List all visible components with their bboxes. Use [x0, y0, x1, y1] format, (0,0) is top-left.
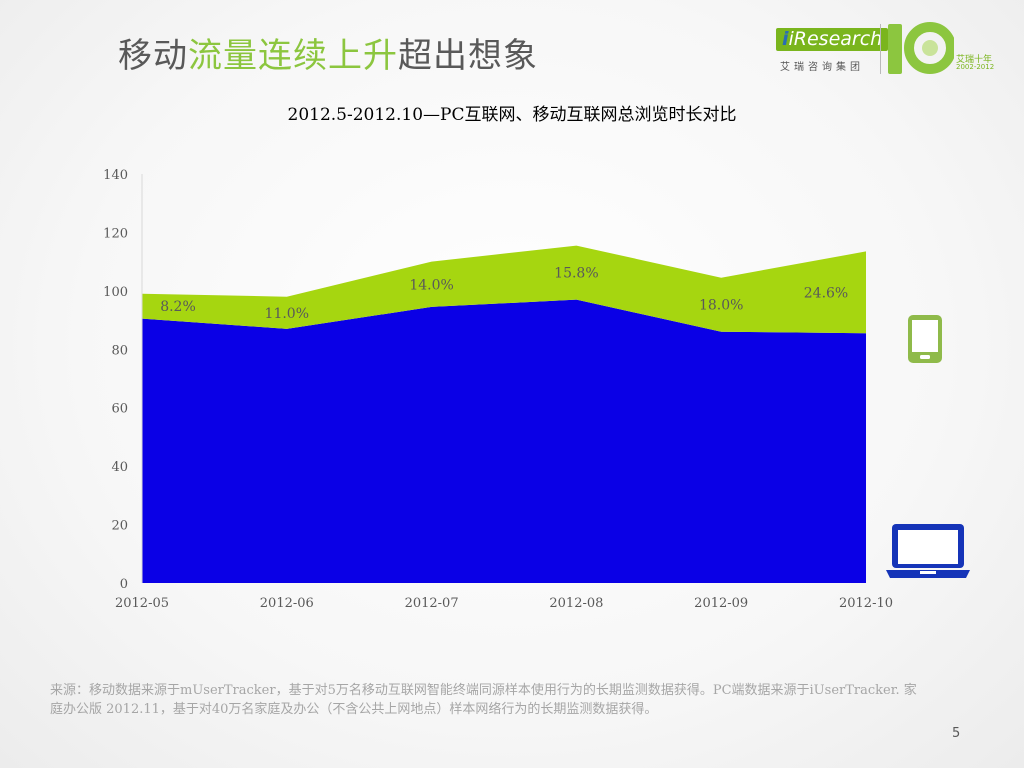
smartphone-icon: [908, 315, 942, 363]
series-layer: [142, 245, 866, 583]
x-tick-label: 2012-10: [839, 596, 893, 611]
y-tick-label: 40: [111, 460, 128, 475]
y-tick-label: 60: [111, 402, 128, 417]
iresearch-logo: iiResearch 艾瑞咨询集团 艾瑞十年 2002-2012: [776, 18, 996, 78]
label-layer: 8.2% 11.0% 14.0% 15.8% 18.0% 24.6%: [160, 266, 848, 322]
slide-title-part-2: 流量连续上升: [188, 36, 398, 76]
data-label: 11.0%: [265, 306, 309, 322]
data-label: 14.0%: [409, 277, 453, 293]
axis-layer: 0 20 40 60 80 100 120 140 2012-05 2012-06 2012-07 2…: [103, 168, 893, 611]
x-tick-label: 2012-08: [549, 596, 603, 611]
y-tick-label: 0: [120, 577, 128, 592]
y-tick-label: 120: [103, 226, 128, 241]
page-number: 5: [952, 726, 961, 741]
logo-divider: [880, 24, 881, 74]
chart-title: 2012.5-2012.10—PC互联网、移动互联网总浏览时长对比: [287, 105, 737, 125]
data-label: 8.2%: [160, 299, 196, 315]
x-tick-label: 2012-05: [115, 596, 169, 611]
x-tick-label: 2012-06: [260, 596, 314, 611]
y-tick-label: 20: [111, 519, 128, 534]
y-tick-label: 100: [103, 285, 128, 300]
laptop-icon: [886, 524, 970, 578]
anniversary-cn-text: 艾瑞十年: [956, 55, 993, 65]
x-tick-label: 2012-09: [694, 596, 748, 611]
data-label: 24.6%: [804, 285, 848, 301]
data-label: 15.8%: [554, 266, 598, 282]
iresearch-wordmark: iiResearch: [776, 28, 889, 51]
slide-title: 移动流量连续上升超出想象: [118, 28, 538, 77]
anniversary-years-text: 2002-2012: [956, 63, 995, 71]
anniversary-10-emblem: [888, 22, 954, 74]
x-tick-label: 2012-07: [405, 596, 459, 611]
y-tick-label: 140: [103, 168, 128, 183]
source-footnote: 来源：移动数据来源于mUserTracker，基于对5万名移动互联网智能终端同源…: [50, 683, 917, 717]
iresearch-cn-name: 艾瑞咨询集团: [780, 62, 864, 73]
area-pc: [142, 299, 866, 583]
y-tick-label: 80: [111, 343, 128, 358]
slide-title-part-1: 移动: [118, 36, 188, 76]
data-label: 18.0%: [699, 298, 743, 314]
iresearch-wordmark-text: iResearch: [788, 28, 883, 50]
slide-title-part-3: 超出想象: [398, 36, 538, 76]
area-mobile: [142, 245, 866, 334]
